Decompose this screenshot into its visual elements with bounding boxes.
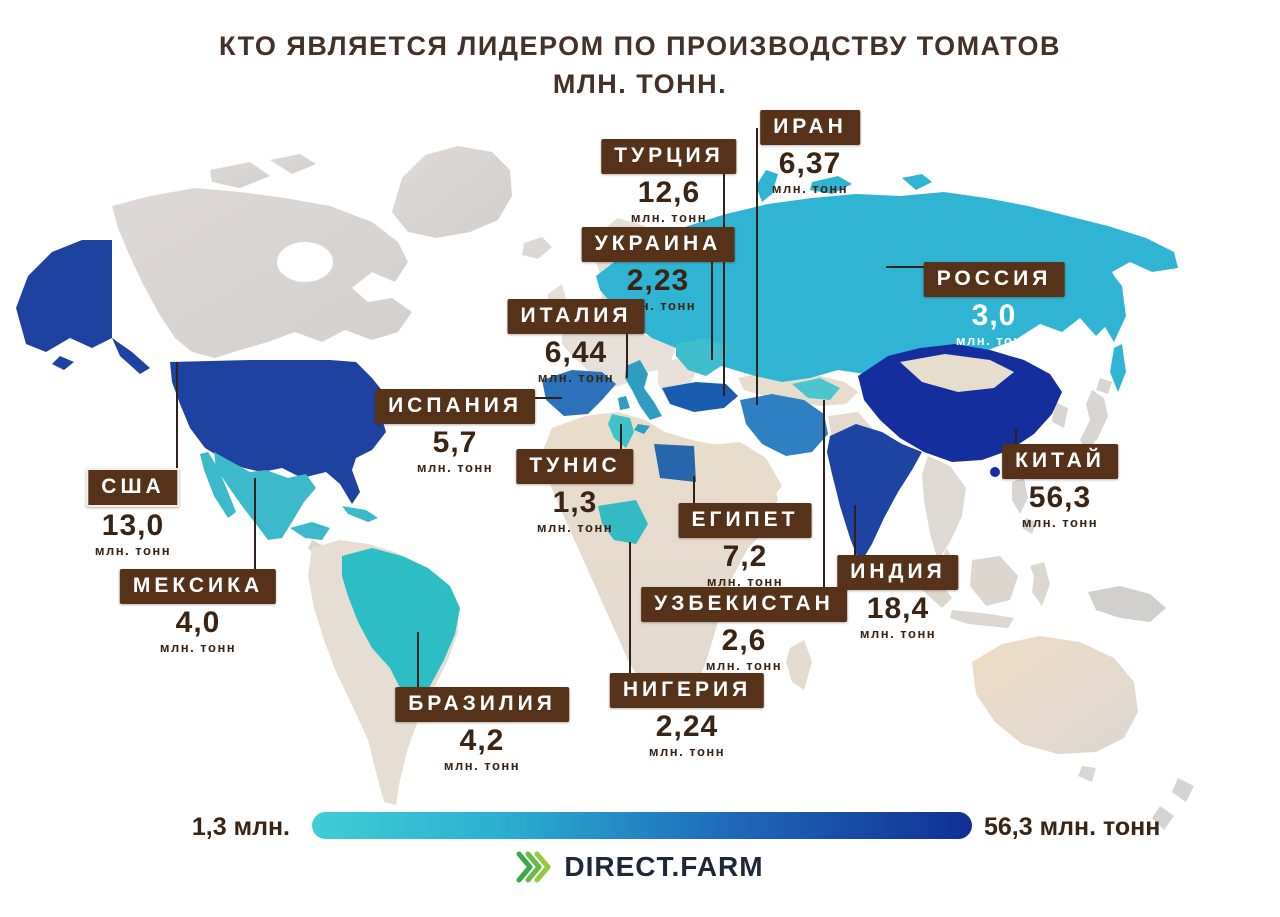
country-value: 1,3 bbox=[552, 486, 598, 519]
country-label-tunisia: ТУНИС 1,3 млн. тонн bbox=[516, 449, 634, 535]
continent-north-america bbox=[112, 146, 552, 576]
triple-chevron-right-icon bbox=[516, 851, 551, 883]
country-name-tag: ЕГИПЕТ bbox=[678, 503, 812, 538]
country-mexico bbox=[214, 452, 316, 540]
country-unit: млн. тонн bbox=[159, 639, 237, 655]
country-label-egypt: ЕГИПЕТ 7,2 млн. тонн bbox=[678, 503, 812, 589]
country-value: 2,24 bbox=[655, 710, 719, 743]
country-name-tag: БРАЗИЛИЯ bbox=[395, 687, 569, 722]
country-unit: млн. тонн bbox=[94, 542, 172, 558]
country-brazil bbox=[342, 548, 460, 706]
country-unit: млн. тонн bbox=[630, 209, 708, 225]
country-name-tag: ИНДИЯ bbox=[837, 555, 959, 590]
country-label-china: КИТАЙ 56,3 млн. тонн bbox=[1002, 444, 1118, 530]
country-name-tag: ИСПАНИЯ bbox=[375, 389, 535, 424]
continent-australia-oceania bbox=[972, 636, 1194, 830]
country-value: 7,2 bbox=[722, 540, 768, 573]
country-value: 18,4 bbox=[866, 592, 930, 625]
country-russia-kamchatka bbox=[1100, 268, 1126, 342]
country-value: 13,0 bbox=[101, 509, 165, 542]
title-line-2: МЛН. ТОНН. bbox=[552, 68, 728, 99]
country-value: 12,6 bbox=[637, 176, 701, 209]
country-value: 3,0 bbox=[971, 299, 1017, 332]
infographic-title: КТО ЯВЛЯЕТСЯ ЛИДЕРОМ ПО ПРОИЗВОДСТВУ ТОМ… bbox=[0, 28, 1280, 104]
country-unit: млн. тонн bbox=[443, 757, 521, 773]
direct-farm-logo: DIRECT.FARM bbox=[0, 850, 1280, 884]
title-line-1: КТО ЯВЛЯЕТСЯ ЛИДЕРОМ ПО ПРОИЗВОДСТВУ ТОМ… bbox=[218, 31, 1062, 61]
country-label-mexico: МЕКСИКА 4,0 млн. тонн bbox=[119, 569, 277, 655]
leader-lines bbox=[176, 128, 1017, 688]
country-unit: млн. тонн bbox=[1021, 514, 1099, 530]
country-name-tag: ТУРЦИЯ bbox=[601, 139, 737, 174]
country-alaska-usa bbox=[16, 240, 112, 352]
country-value: 6,44 bbox=[544, 336, 608, 369]
country-name-tag: МЕКСИКА bbox=[119, 569, 277, 604]
country-name-tag: ИТАЛИЯ bbox=[507, 299, 645, 334]
country-label-brazil: БРАЗИЛИЯ 4,2 млн. тонн bbox=[395, 687, 569, 773]
country-value: 56,3 bbox=[1028, 481, 1092, 514]
country-unit: млн. тонн bbox=[537, 369, 615, 385]
country-value: 2,6 bbox=[721, 624, 767, 657]
country-label-turkey: ТУРЦИЯ 12,6 млн. тонн bbox=[601, 139, 737, 225]
country-name-tag: УКРАИНА bbox=[581, 227, 735, 262]
country-unit: млн. тонн bbox=[416, 459, 494, 475]
country-unit: млн. тонн bbox=[859, 625, 937, 641]
country-usa bbox=[170, 360, 388, 504]
country-iran bbox=[740, 394, 828, 456]
country-value: 5,7 bbox=[432, 426, 478, 459]
country-india bbox=[827, 424, 922, 564]
country-label-uzbekistan: УЗБЕКИСТАН 2,6 млн. тонн bbox=[641, 587, 847, 673]
country-turkey bbox=[662, 382, 738, 412]
country-name-tag: КИТАЙ bbox=[1002, 444, 1118, 479]
country-label-russia: РОССИЯ 3,0 млн. тонн bbox=[923, 262, 1065, 348]
country-label-spain: ИСПАНИЯ 5,7 млн. тонн bbox=[375, 389, 535, 475]
country-uzbekistan bbox=[792, 378, 840, 400]
country-unit: млн. тонн bbox=[648, 743, 726, 759]
country-label-india: ИНДИЯ 18,4 млн. тонн bbox=[837, 555, 959, 641]
country-value: 4,2 bbox=[459, 724, 505, 757]
country-spain bbox=[542, 370, 616, 416]
country-label-italy: ИТАЛИЯ 6,44 млн. тонн bbox=[507, 299, 645, 385]
country-russia bbox=[596, 192, 1178, 382]
country-value: 6,37 bbox=[778, 147, 842, 180]
country-name-tag: УЗБЕКИСТАН bbox=[641, 587, 847, 622]
country-name-tag: РОССИЯ bbox=[923, 262, 1065, 297]
country-ukraine bbox=[676, 338, 728, 376]
logo-text: DIRECT.FARM bbox=[564, 851, 764, 882]
country-name-tag: НИГЕРИЯ bbox=[609, 673, 765, 708]
country-label-nigeria: НИГЕРИЯ 2,24 млн. тонн bbox=[609, 673, 765, 759]
country-unit: млн. тонн bbox=[955, 332, 1033, 348]
legend-gradient-bar bbox=[312, 812, 972, 839]
country-name-tag: США bbox=[86, 468, 180, 507]
country-name-tag: ТУНИС bbox=[516, 449, 634, 484]
country-egypt bbox=[654, 444, 696, 482]
country-nigeria bbox=[598, 500, 648, 544]
country-value: 2,23 bbox=[626, 264, 690, 297]
country-russia-sakhalin bbox=[1110, 344, 1126, 392]
country-italy bbox=[625, 360, 662, 420]
country-value: 4,0 bbox=[175, 606, 221, 639]
country-label-iran: ИРАН 6,37 млн. тонн bbox=[760, 110, 860, 196]
country-unit: млн. тонн bbox=[705, 657, 783, 673]
country-name-tag: ИРАН bbox=[760, 110, 860, 145]
legend-min-label: 1,3 млн. bbox=[191, 813, 290, 841]
legend-max-label: 56,3 млн. тонн bbox=[984, 813, 1161, 841]
country-unit: млн. тонн bbox=[706, 573, 784, 589]
country-unit: млн. тонн bbox=[536, 519, 614, 535]
country-unit: млн. тонн bbox=[771, 180, 849, 196]
country-label-usa: США 13,0 млн. тонн bbox=[86, 468, 180, 558]
